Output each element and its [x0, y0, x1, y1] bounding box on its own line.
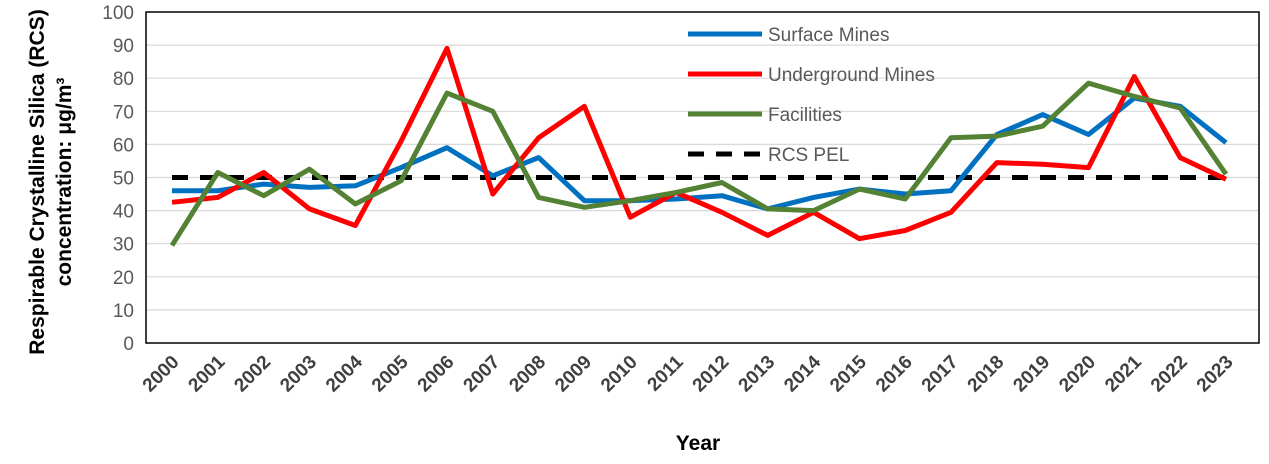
y-tick-label: 40 [113, 202, 134, 223]
y-tick-label: 20 [113, 268, 134, 289]
y-tick-label: 50 [113, 169, 134, 190]
x-axis-title: Year [676, 432, 720, 455]
legend-label: Underground Mines [768, 65, 935, 86]
y-tick-label: 60 [113, 135, 134, 156]
gridlines [146, 44, 1259, 311]
y-tick-label: 0 [123, 334, 134, 355]
y-tick-label: 90 [113, 36, 134, 57]
series-lines [169, 45, 1229, 247]
series-line-facilities [169, 80, 1229, 247]
legend: Surface Mines Underground Mines Facilities… [688, 25, 935, 166]
legend-label: Facilities [768, 105, 842, 126]
y-tick-label: 80 [113, 69, 134, 90]
y-tick-label: 30 [113, 235, 134, 256]
series-line-underground-mines [171, 45, 1228, 242]
y-tick-label: 10 [113, 301, 134, 322]
y-axis-title-line2: concentration: μg/m³ [53, 78, 76, 287]
y-axis-title: Respirable Crystalline Silica (RCS) conc… [26, 9, 76, 354]
legend-label: Surface Mines [768, 25, 889, 46]
y-axis-ticks: 0 10 20 30 40 50 60 70 80 90 100 [102, 3, 134, 355]
legend-label: RCS PEL [768, 145, 849, 166]
y-tick-label: 100 [102, 3, 134, 24]
y-axis-title-line1: Respirable Crystalline Silica (RCS) [26, 9, 49, 354]
plot-area-border [145, 11, 1260, 344]
y-tick-label: 70 [113, 102, 134, 123]
